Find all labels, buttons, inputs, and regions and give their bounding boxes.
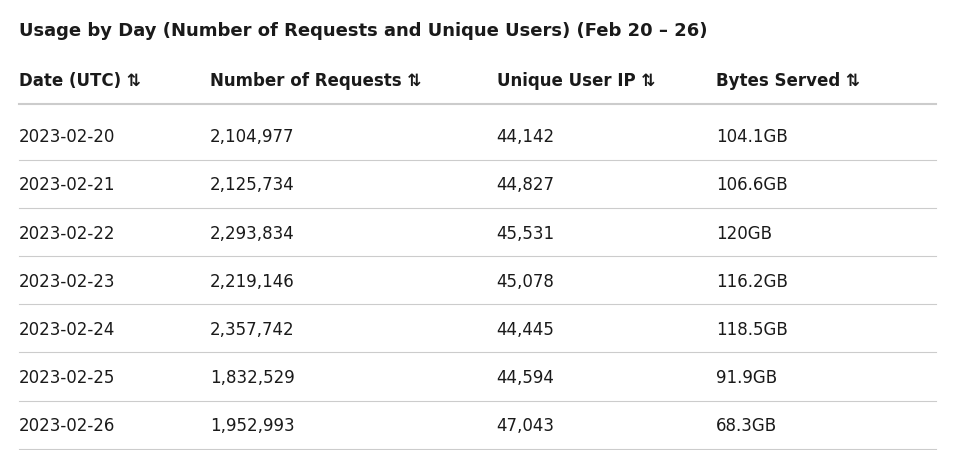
Text: 44,142: 44,142 xyxy=(497,128,555,146)
Text: Unique User IP ⇅: Unique User IP ⇅ xyxy=(497,72,655,90)
Text: 1,832,529: 1,832,529 xyxy=(210,369,295,387)
Text: 47,043: 47,043 xyxy=(497,417,555,435)
Text: 2023-02-24: 2023-02-24 xyxy=(19,321,116,339)
Text: 44,594: 44,594 xyxy=(497,369,555,387)
Text: 120GB: 120GB xyxy=(716,225,773,243)
Text: 91.9GB: 91.9GB xyxy=(716,369,777,387)
Text: 2,125,734: 2,125,734 xyxy=(210,176,295,194)
Text: 2023-02-23: 2023-02-23 xyxy=(19,273,116,291)
Text: Usage by Day (Number of Requests and Unique Users) (Feb 20 – 26): Usage by Day (Number of Requests and Uni… xyxy=(19,22,708,40)
Text: 2023-02-22: 2023-02-22 xyxy=(19,225,116,243)
Text: Number of Requests ⇅: Number of Requests ⇅ xyxy=(210,72,421,90)
Text: 118.5GB: 118.5GB xyxy=(716,321,788,339)
Text: 45,531: 45,531 xyxy=(497,225,555,243)
Text: 44,827: 44,827 xyxy=(497,176,555,194)
Text: 2023-02-25: 2023-02-25 xyxy=(19,369,116,387)
Text: Bytes Served ⇅: Bytes Served ⇅ xyxy=(716,72,860,90)
Text: 2,219,146: 2,219,146 xyxy=(210,273,295,291)
Text: 45,078: 45,078 xyxy=(497,273,555,291)
Text: 1,952,993: 1,952,993 xyxy=(210,417,295,435)
Text: 2,293,834: 2,293,834 xyxy=(210,225,295,243)
Text: 68.3GB: 68.3GB xyxy=(716,417,777,435)
Text: 106.6GB: 106.6GB xyxy=(716,176,788,194)
Text: 2,357,742: 2,357,742 xyxy=(210,321,295,339)
Text: 44,445: 44,445 xyxy=(497,321,555,339)
Text: 116.2GB: 116.2GB xyxy=(716,273,788,291)
Text: 2,104,977: 2,104,977 xyxy=(210,128,294,146)
Text: 2023-02-26: 2023-02-26 xyxy=(19,417,116,435)
Text: 104.1GB: 104.1GB xyxy=(716,128,788,146)
Text: Date (UTC) ⇅: Date (UTC) ⇅ xyxy=(19,72,140,90)
Text: 2023-02-21: 2023-02-21 xyxy=(19,176,116,194)
Text: 2023-02-20: 2023-02-20 xyxy=(19,128,116,146)
